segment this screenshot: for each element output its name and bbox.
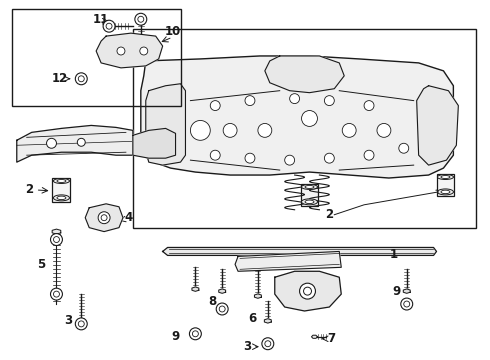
Circle shape: [193, 331, 198, 337]
Polygon shape: [146, 84, 185, 165]
Circle shape: [364, 100, 374, 111]
Circle shape: [290, 94, 299, 104]
Circle shape: [262, 338, 274, 350]
Circle shape: [399, 143, 409, 153]
Polygon shape: [133, 129, 175, 158]
Text: 1: 1: [390, 248, 398, 261]
Text: 11: 11: [93, 13, 109, 26]
Circle shape: [285, 155, 294, 165]
Circle shape: [299, 283, 316, 299]
Polygon shape: [312, 335, 318, 338]
Circle shape: [53, 237, 59, 243]
Text: 2: 2: [325, 208, 333, 221]
Text: 4: 4: [125, 211, 133, 224]
Text: 9: 9: [392, 285, 401, 298]
Ellipse shape: [53, 195, 70, 201]
Circle shape: [210, 150, 220, 160]
Ellipse shape: [57, 196, 66, 199]
Text: 9: 9: [172, 330, 180, 343]
Circle shape: [50, 234, 62, 246]
Polygon shape: [192, 287, 199, 291]
Circle shape: [223, 123, 237, 137]
Circle shape: [78, 321, 84, 327]
Circle shape: [140, 47, 148, 55]
Ellipse shape: [305, 185, 314, 188]
Polygon shape: [275, 271, 341, 311]
Ellipse shape: [438, 175, 453, 180]
Circle shape: [103, 20, 115, 32]
Bar: [300, 184, 318, 206]
Polygon shape: [163, 247, 437, 255]
Ellipse shape: [441, 190, 450, 194]
Polygon shape: [96, 33, 163, 68]
Ellipse shape: [441, 176, 450, 179]
Polygon shape: [265, 319, 271, 323]
Text: 5: 5: [37, 258, 46, 271]
Polygon shape: [403, 289, 410, 293]
Circle shape: [190, 328, 201, 340]
Circle shape: [75, 318, 87, 330]
Polygon shape: [254, 294, 261, 298]
Circle shape: [138, 16, 144, 22]
Text: 6: 6: [248, 312, 256, 325]
Circle shape: [78, 76, 84, 82]
Ellipse shape: [57, 180, 66, 183]
Polygon shape: [17, 125, 133, 162]
Text: 2: 2: [25, 184, 34, 197]
Circle shape: [135, 13, 147, 25]
Circle shape: [301, 111, 318, 126]
Circle shape: [47, 138, 56, 148]
Polygon shape: [416, 86, 458, 165]
Polygon shape: [52, 229, 61, 234]
Ellipse shape: [305, 200, 314, 203]
Circle shape: [77, 138, 85, 146]
Circle shape: [98, 212, 110, 224]
Text: 10: 10: [165, 24, 181, 38]
Polygon shape: [78, 320, 85, 324]
Text: 8: 8: [208, 294, 217, 307]
Circle shape: [75, 73, 87, 85]
Polygon shape: [219, 289, 225, 293]
Ellipse shape: [53, 179, 70, 184]
Circle shape: [377, 123, 391, 137]
Circle shape: [53, 291, 59, 297]
Bar: [12, 9, 180, 105]
Circle shape: [364, 150, 374, 160]
Text: 7: 7: [327, 332, 335, 345]
Ellipse shape: [301, 184, 318, 189]
Bar: [437, 174, 454, 196]
Circle shape: [219, 306, 225, 312]
Circle shape: [117, 47, 125, 55]
Circle shape: [106, 23, 112, 29]
Bar: [52, 178, 71, 202]
Circle shape: [404, 301, 410, 307]
Circle shape: [191, 121, 210, 140]
Circle shape: [216, 303, 228, 315]
Circle shape: [324, 153, 334, 163]
Circle shape: [258, 123, 272, 137]
Text: 3: 3: [243, 340, 251, 353]
Ellipse shape: [438, 189, 453, 195]
Bar: [133, 29, 476, 228]
Text: 3: 3: [64, 314, 73, 327]
Text: 12: 12: [51, 72, 68, 85]
Polygon shape: [265, 56, 344, 93]
Circle shape: [245, 96, 255, 105]
Circle shape: [401, 298, 413, 310]
Circle shape: [265, 341, 271, 347]
Ellipse shape: [301, 199, 318, 205]
Circle shape: [50, 288, 62, 300]
Circle shape: [342, 123, 356, 137]
Polygon shape: [85, 204, 123, 231]
Circle shape: [245, 153, 255, 163]
Circle shape: [324, 96, 334, 105]
Polygon shape: [141, 56, 453, 178]
Circle shape: [210, 100, 220, 111]
Polygon shape: [235, 251, 341, 271]
Circle shape: [303, 287, 312, 295]
Circle shape: [101, 215, 107, 221]
